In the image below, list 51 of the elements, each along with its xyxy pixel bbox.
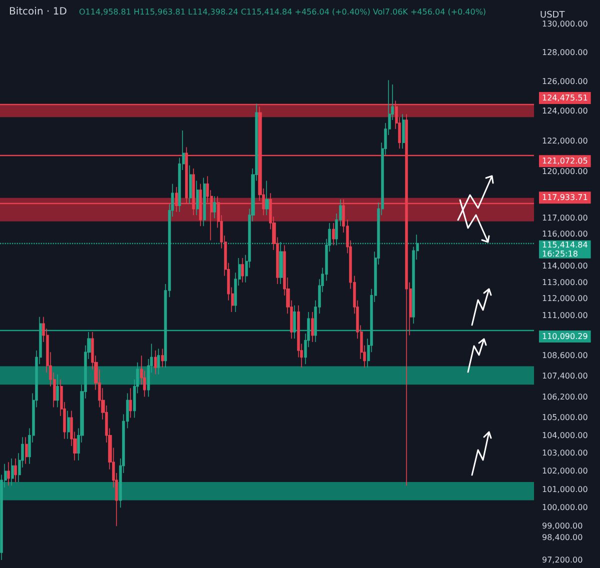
candlestick [7,462,10,486]
y-tick-label: 128,000.00 [542,48,588,58]
y-tick-label: 101,000.00 [542,484,588,494]
y-tick-label: 122,000.00 [542,136,588,146]
y-tick-label: 114,000.00 [542,262,588,271]
ref-line-label: 124,475.51 [542,94,588,103]
y-tick-label: 116,000.00 [542,230,588,239]
y-tick-label: 102,000.00 [542,466,588,476]
candlestick [311,312,314,342]
ref-line-label: 115,414.84 16:25:18 [542,240,588,258]
chart-title: Bitcoin · 1D [9,6,68,18]
y-tick-label: 117,000.00 [542,214,588,223]
y-tick-label: 113,000.00 [542,278,588,287]
y-tick-label: 105,000.00 [542,413,588,422]
y-tick-label: 98,400.00 [542,532,583,542]
y-tick-label: 103,000.00 [542,448,588,458]
y-tick-label: 112,000.00 [542,294,588,304]
y-axis-title: USDT [540,10,566,20]
y-tick-label: 126,000.00 [542,77,588,86]
candlestick [332,222,335,246]
y-tick-label: 124,000.00 [542,106,588,116]
y-tick-label: 120,000.00 [542,167,588,176]
ref-line-label: 121,072.05 [542,156,588,166]
candlestick [241,258,244,283]
candlestick [67,410,70,440]
candlestick [196,180,199,216]
y-tick-label: 97,200.00 [542,556,583,564]
candlestick [189,165,192,204]
y-tick-label: 111,000.00 [542,310,588,320]
candlestick [265,180,269,216]
y-tick-label: 108,600.00 [542,351,588,360]
candlestick [213,196,216,219]
y-tick-label: 100,000.00 [542,503,588,512]
chart-subtitle: O114,958.81 H115,963.81 L114,398.24 C115,414.84 +456.04 (+0.40%) Vol7.06K +456.04 (+0.40%) [79,8,486,16]
candlestick [14,458,17,482]
y-tick-label: 107,400.00 [542,372,588,381]
ref-line-label: 117,933.71 [542,193,588,202]
candlestick [157,348,160,375]
candlestick [203,177,206,227]
candlestick [56,374,59,408]
y-tick-label: 99,000.00 [542,522,583,531]
candlestick [154,350,157,375]
candlestick [11,458,14,486]
candlestick [25,436,28,464]
ref-line-label: 110,090.29 [542,332,588,341]
candlestick [161,348,164,368]
y-tick-label: 106,200.00 [542,392,588,402]
y-tick-label: 130,000.00 [542,20,588,28]
candlestick [402,114,405,150]
y-tick-label: 104,000.00 [542,430,588,440]
candlestick [129,388,132,418]
